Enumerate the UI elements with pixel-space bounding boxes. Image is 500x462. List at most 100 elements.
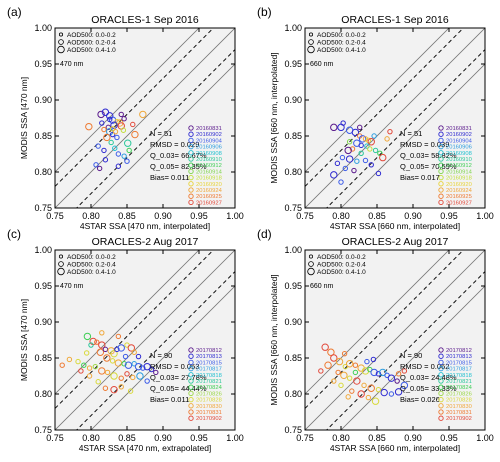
aod-legend-marker bbox=[58, 261, 64, 267]
x-tick-label: 0.75 bbox=[46, 211, 64, 221]
data-point bbox=[59, 362, 65, 368]
data-point bbox=[127, 388, 134, 394]
date-legend-label: 20160918 bbox=[446, 176, 472, 182]
y-tick-label: 0.85 bbox=[34, 131, 52, 141]
date-legend-label: 20170902 bbox=[196, 416, 222, 422]
date-legend-label: 20160924 bbox=[196, 188, 223, 194]
q003-dashed-line bbox=[305, 28, 465, 187]
date-legend-marker bbox=[438, 174, 444, 181]
data-points bbox=[85, 108, 147, 172]
date-legend-label: 20160908 bbox=[196, 151, 222, 157]
data-point bbox=[109, 358, 116, 364]
x-tick-label: 0.90 bbox=[154, 433, 172, 443]
data-point bbox=[85, 122, 93, 131]
y-tick-label: 0.80 bbox=[34, 389, 52, 399]
date-legend-label: 20170831 bbox=[196, 410, 222, 416]
data-point bbox=[118, 111, 124, 118]
data-point bbox=[330, 354, 338, 362]
reference-lines bbox=[55, 250, 235, 430]
data-point bbox=[367, 384, 375, 392]
aod-legend-label: AOD500: 0.2-0.4 bbox=[67, 40, 116, 47]
date-legend-label: 20160906 bbox=[196, 145, 222, 151]
data-point bbox=[104, 369, 111, 376]
data-point bbox=[98, 367, 106, 375]
data-point bbox=[83, 332, 92, 341]
y-tick-label: 0.80 bbox=[284, 167, 302, 177]
data-point bbox=[66, 356, 73, 363]
date-legend-marker bbox=[188, 156, 194, 162]
aod-legend-label: AOD500: 0.4-1.0 bbox=[317, 47, 366, 54]
date-legend-label: 20160925 bbox=[446, 194, 472, 200]
stats-line: Bias= 0.011 bbox=[150, 173, 189, 182]
data-point bbox=[97, 110, 105, 119]
data-point bbox=[375, 170, 382, 177]
data-point bbox=[340, 371, 348, 379]
x-axis-label: 4STAR SSA [660 nm, interpolated] bbox=[330, 443, 460, 453]
x-tick-label: 1.00 bbox=[476, 211, 494, 221]
x-tick-label: 0.80 bbox=[82, 211, 100, 221]
data-point bbox=[148, 366, 155, 373]
stats-line: RMSD = 0.039 bbox=[400, 140, 449, 149]
data-point bbox=[118, 375, 124, 381]
date-legend-marker bbox=[438, 131, 444, 137]
q005-line bbox=[55, 28, 200, 173]
x-tick-label: 0.75 bbox=[46, 433, 64, 443]
date-legend-marker bbox=[438, 199, 444, 206]
date-legend-marker bbox=[188, 365, 194, 372]
data-point bbox=[114, 346, 120, 353]
data-point bbox=[135, 353, 142, 360]
panel-d: 0.75 0.80 0.85 0.90 0.95 1.00 0.75 0.80 0.85 0.90… bbox=[257, 227, 494, 453]
data-point bbox=[342, 165, 349, 172]
date-legend-marker bbox=[188, 143, 194, 150]
date-legend-marker bbox=[438, 193, 444, 199]
wavelength-label: 470 nm bbox=[60, 283, 84, 290]
data-point bbox=[144, 378, 150, 384]
data-point bbox=[349, 146, 356, 152]
aod-legend-label: AOD500: 0.4-1.0 bbox=[67, 47, 116, 54]
wavelength-label: 660 nm bbox=[310, 283, 334, 290]
date-legend-marker bbox=[438, 409, 444, 415]
data-point bbox=[109, 131, 116, 138]
data-point bbox=[93, 162, 99, 168]
data-point bbox=[364, 143, 370, 149]
data-point bbox=[375, 371, 382, 377]
date-legend-marker bbox=[188, 193, 194, 199]
data-point bbox=[115, 151, 122, 157]
data-point bbox=[130, 374, 136, 381]
date-legend-marker bbox=[188, 390, 194, 397]
data-point bbox=[95, 379, 101, 385]
data-point bbox=[394, 378, 400, 384]
x-tick-label: 0.85 bbox=[368, 211, 386, 221]
date-legend-label: 20170812 bbox=[196, 348, 222, 354]
q005-line bbox=[305, 250, 450, 395]
date-legend-marker bbox=[188, 403, 194, 409]
data-point bbox=[107, 116, 113, 123]
data-point bbox=[110, 372, 118, 380]
aod-legend-label: AOD500: 0.2-0.4 bbox=[317, 262, 366, 269]
one-to-one-line bbox=[55, 28, 235, 208]
stats-line: N = 51 bbox=[400, 129, 422, 138]
date-legend-marker bbox=[188, 384, 194, 390]
data-point bbox=[339, 154, 346, 161]
x-tick-label: 1.00 bbox=[226, 211, 244, 221]
data-point bbox=[394, 388, 403, 396]
x-axis-label: 4STAR SSA [470 nm, extrapolated] bbox=[79, 443, 212, 453]
date-legend-label: 20170817 bbox=[446, 367, 472, 373]
date-legend-marker bbox=[188, 187, 194, 193]
aod-legend-marker bbox=[57, 267, 65, 276]
date-legend-label: 20170902 bbox=[446, 416, 472, 422]
data-point bbox=[108, 139, 114, 146]
date-legend-label: 20170821 bbox=[446, 379, 472, 385]
date-legend-label: 20160906 bbox=[446, 145, 472, 151]
data-point bbox=[362, 157, 369, 164]
date-legend-label: 20160831 bbox=[446, 126, 472, 132]
data-point bbox=[109, 126, 116, 132]
y-tick-label: 0.80 bbox=[284, 389, 302, 399]
data-point bbox=[357, 124, 363, 131]
x-tick-label: 0.95 bbox=[190, 211, 208, 221]
aod-legend-marker bbox=[308, 261, 314, 267]
data-points bbox=[330, 120, 393, 185]
y-tick-label: 0.75 bbox=[34, 203, 52, 213]
aod-legend-label: AOD500: 0.4-1.0 bbox=[317, 269, 366, 276]
data-point bbox=[75, 358, 81, 365]
